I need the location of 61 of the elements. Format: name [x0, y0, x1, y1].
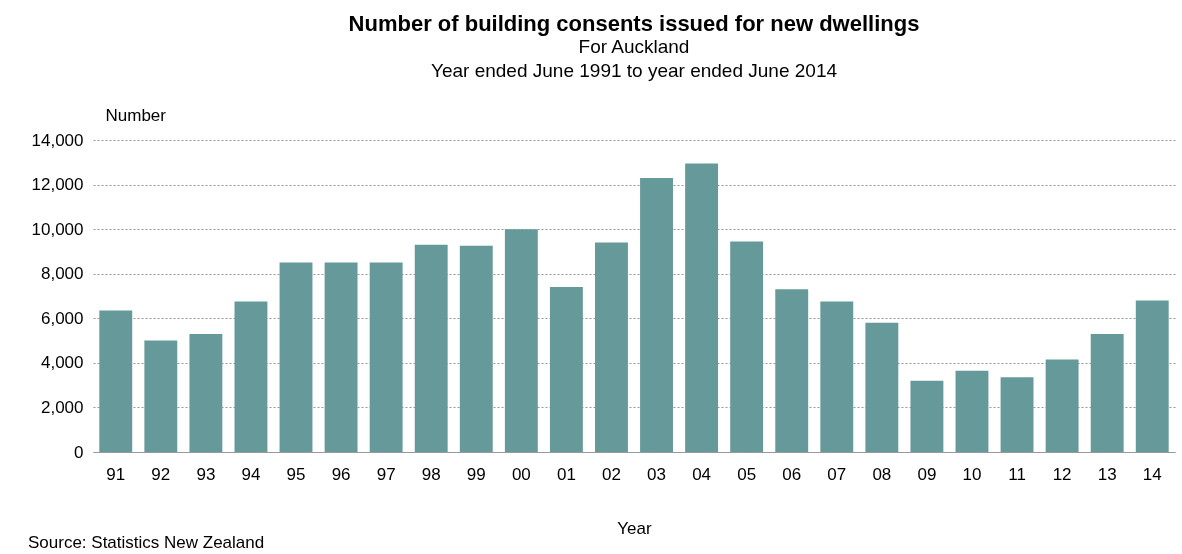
- y-tick-label: 0: [74, 442, 84, 462]
- bar: [189, 333, 223, 452]
- x-tick-label: 96: [331, 464, 351, 484]
- bar: [549, 287, 583, 452]
- x-tick-label: 09: [917, 464, 937, 484]
- x-tick-label: 00: [511, 464, 531, 484]
- bar: [414, 244, 448, 452]
- x-tick-label: 14: [1142, 464, 1162, 484]
- y-tick-label: 6,000: [40, 308, 84, 328]
- x-tick-label: 13: [1097, 464, 1117, 484]
- bar: [324, 262, 358, 452]
- bar: [504, 229, 538, 452]
- bar: [865, 322, 899, 452]
- bar: [820, 301, 854, 452]
- chart-subtitle: For Auckland Year ended June 1991 to year ended June 2014: [430, 36, 838, 81]
- bar: [234, 301, 268, 452]
- bar: [1090, 333, 1124, 452]
- x-tick-label: 07: [827, 464, 847, 484]
- x-tick-label: 98: [421, 464, 441, 484]
- x-tick-label: 91: [106, 464, 126, 484]
- bar: [99, 310, 133, 452]
- y-tick-label: 2,000: [40, 397, 84, 417]
- y-tick-label: 10,000: [31, 219, 84, 239]
- chart-title: Number of building consents issued for new dwellings: [348, 11, 920, 36]
- x-tick-label: 95: [286, 464, 306, 484]
- y-tick-label: 4,000: [40, 353, 84, 373]
- x-tick-label: 12: [1052, 464, 1072, 484]
- bar: [459, 245, 493, 452]
- bar: [775, 289, 809, 452]
- x-tick-label: 04: [692, 464, 712, 484]
- bar: [279, 262, 313, 452]
- bar: [685, 163, 719, 452]
- x-tick-label: 93: [196, 464, 216, 484]
- x-tick-label: 08: [872, 464, 892, 484]
- x-tick-label: 02: [602, 464, 621, 484]
- x-tick-label: 99: [466, 464, 486, 484]
- bar: [369, 262, 403, 452]
- x-tick-label: 01: [556, 464, 576, 484]
- x-tick-label: 92: [151, 464, 171, 484]
- bar: [1000, 377, 1034, 452]
- y-tick-label: 12,000: [31, 175, 84, 195]
- x-tick-label: 10: [962, 464, 982, 484]
- x-tick-label: 97: [376, 464, 396, 484]
- bar: [1135, 300, 1169, 452]
- bar: [1045, 359, 1079, 452]
- y-tick-label: 8,000: [40, 264, 84, 284]
- source-note: Source: Statistics New Zealand: [28, 533, 265, 552]
- bar: [955, 370, 989, 452]
- x-tick-label: 06: [782, 464, 802, 484]
- x-axis-title: Year: [617, 518, 653, 538]
- y-axis-title: Number: [105, 105, 167, 125]
- bar: [910, 380, 944, 452]
- y-tick-label: 14,000: [31, 130, 84, 150]
- x-tick-label: 94: [241, 464, 261, 484]
- x-tick-label: 03: [647, 464, 666, 484]
- bar: [730, 241, 764, 452]
- bar: [640, 177, 673, 452]
- bar: [595, 242, 628, 452]
- bar: [144, 340, 178, 452]
- x-tick-label: 11: [1008, 464, 1026, 484]
- x-tick-label: 05: [737, 464, 757, 484]
